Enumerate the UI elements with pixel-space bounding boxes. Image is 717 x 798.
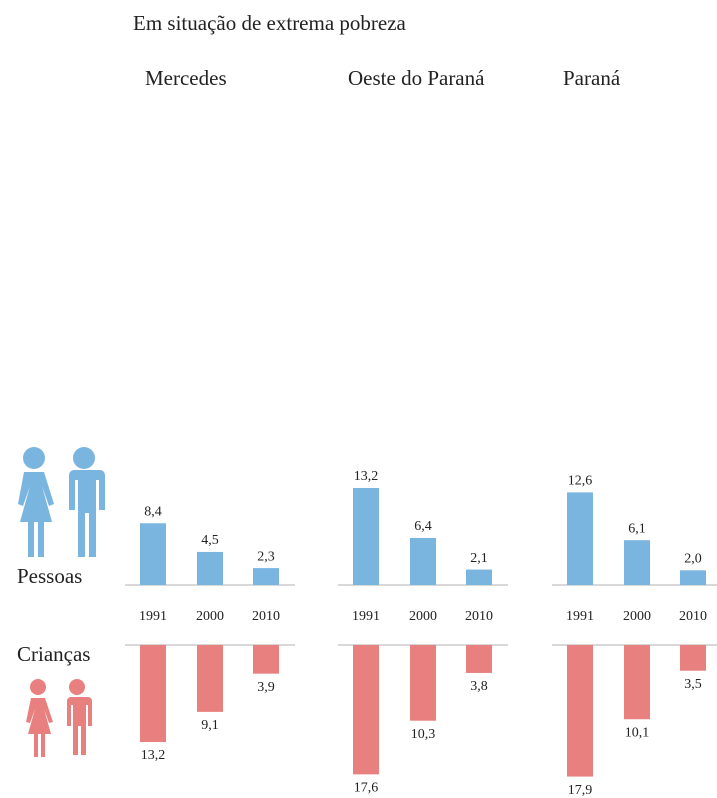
bar [567, 492, 593, 585]
bar [253, 568, 279, 585]
x-tick-label: 2000 [409, 609, 437, 624]
bar [567, 645, 593, 777]
data-label: 9,1 [201, 718, 219, 733]
bar [624, 540, 650, 585]
series-label: Pessoas [17, 564, 82, 588]
panel-title: Oeste do Paraná [348, 66, 485, 90]
bar [680, 570, 706, 585]
x-tick-label: 2000 [196, 609, 224, 624]
x-tick-label: 1991 [139, 609, 167, 624]
bar [680, 645, 706, 671]
x-tick-label: 2010 [252, 609, 280, 624]
bar [410, 537, 436, 585]
x-tick-label: 1991 [352, 609, 380, 624]
bar [466, 569, 492, 585]
bar [140, 645, 166, 743]
data-label: 4,5 [201, 533, 219, 548]
bar [140, 523, 166, 585]
bar [410, 645, 436, 721]
data-label: 13,2 [141, 748, 166, 763]
x-tick-label: 2010 [679, 609, 707, 624]
chart-title: Em situação de extrema pobreza [133, 11, 407, 35]
bar [197, 645, 223, 712]
x-tick-label: 1991 [566, 609, 594, 624]
people-icons [18, 447, 105, 557]
bar [624, 645, 650, 720]
panel-title: Paraná [563, 66, 621, 90]
data-label: 10,3 [411, 727, 436, 742]
data-label: 3,9 [257, 680, 275, 695]
panel-title: Mercedes [145, 66, 227, 90]
children-icons [26, 679, 92, 757]
data-label: 2,1 [470, 551, 488, 566]
x-tick-label: 2010 [465, 609, 493, 624]
series-label: Crianças [17, 642, 90, 666]
data-label: 6,1 [628, 521, 646, 536]
data-label: 8,4 [144, 504, 162, 519]
data-label: 3,5 [684, 677, 702, 692]
data-label: 2,0 [684, 552, 702, 567]
data-label: 6,4 [414, 519, 432, 534]
bar [466, 645, 492, 673]
bar [253, 645, 279, 674]
data-label: 17,9 [568, 783, 593, 798]
data-label: 13,2 [354, 469, 379, 484]
data-label: 3,8 [470, 679, 488, 694]
bar [353, 645, 379, 775]
data-label: 17,6 [354, 781, 379, 796]
bar [353, 487, 379, 585]
data-label: 12,6 [568, 474, 593, 489]
data-label: 2,3 [257, 549, 275, 564]
data-label: 10,1 [625, 725, 650, 740]
x-tick-label: 2000 [623, 609, 651, 624]
bar [197, 551, 223, 585]
